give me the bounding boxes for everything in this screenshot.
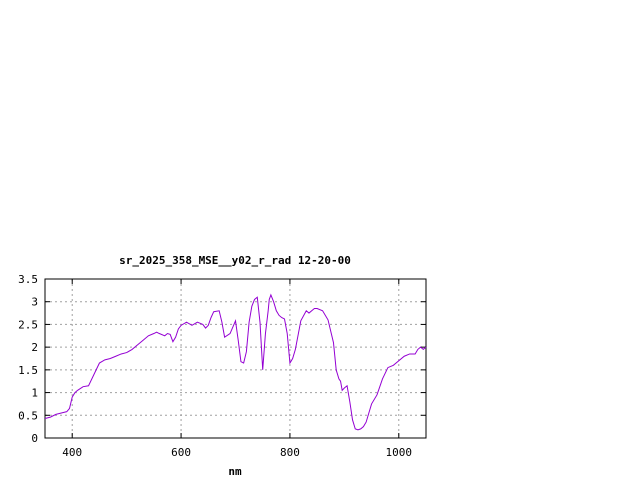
axis-ticks <box>45 278 426 439</box>
y-tick-label: 1.5 <box>18 364 38 377</box>
y-tick-label: 1 <box>31 387 38 400</box>
x-tick-label: 400 <box>62 446 82 459</box>
x-axis-label: nm <box>228 465 242 478</box>
chart-title: sr_2025_358_MSE__y02_r_rad 12-20-00 <box>119 254 351 267</box>
x-tick-label: 800 <box>280 446 300 459</box>
y-tick-label: 3 <box>31 296 38 309</box>
y-tick-label: 0.5 <box>18 409 38 422</box>
series-line <box>44 293 427 431</box>
y-tick-label: 0 <box>31 432 38 445</box>
x-tick-label: 1000 <box>386 446 413 459</box>
y-tick-label: 2.5 <box>18 318 38 331</box>
y-tick-label: 3.5 <box>18 273 38 286</box>
plot-frame <box>44 278 427 439</box>
x-tick-label: 600 <box>171 446 191 459</box>
y-tick-label: 2 <box>31 341 38 354</box>
tick-labels: 0 0.5 1 1.5 2 2.5 3 3.5 400 600 800 1000 <box>18 273 412 459</box>
grid-lines <box>45 279 426 438</box>
